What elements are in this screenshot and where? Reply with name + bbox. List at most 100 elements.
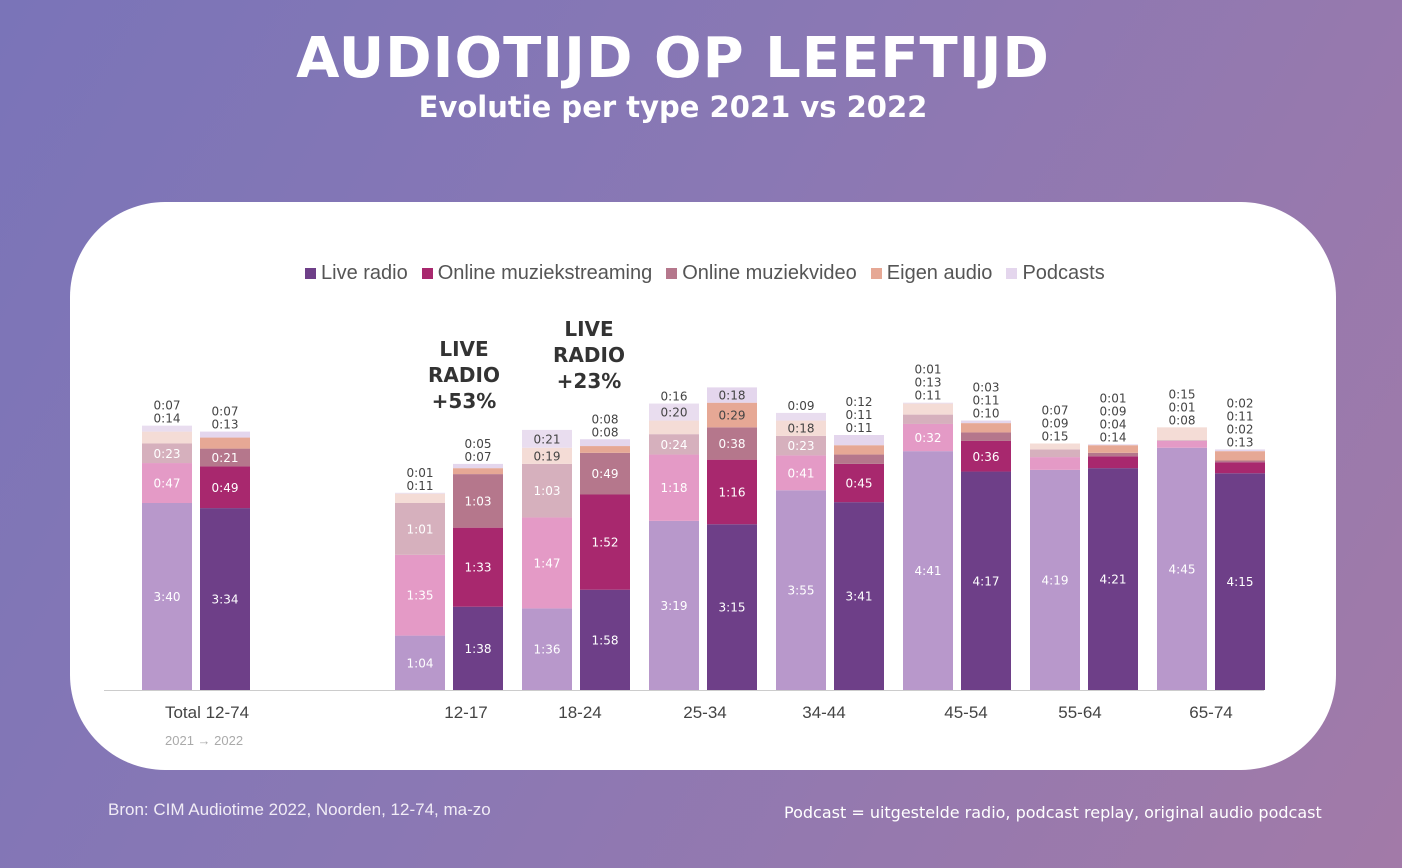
bar-segment	[580, 494, 630, 590]
bar-segment	[142, 425, 192, 432]
bar-segment	[395, 635, 445, 690]
legend-swatch	[870, 268, 882, 279]
annotation-line: LIVE RADIO	[428, 337, 500, 387]
bar-segment	[834, 463, 884, 503]
data-label: 0:01	[915, 363, 942, 377]
bar-segment	[649, 420, 699, 435]
data-label: 0:32	[915, 431, 942, 445]
data-label: 0:15	[1042, 430, 1069, 444]
bar-segment	[200, 431, 250, 438]
data-label: 0:02	[1227, 422, 1254, 436]
bar-segment	[522, 517, 572, 609]
bar-segment	[903, 451, 953, 690]
annotation-line: +23%	[556, 369, 622, 393]
bar-segment	[776, 490, 826, 690]
data-label: 0:03	[973, 381, 1000, 395]
bar-segment	[580, 452, 630, 495]
bar-segment	[200, 437, 250, 449]
bar-segment	[200, 448, 250, 467]
legend-label: Live radio	[321, 262, 408, 284]
data-label: 1:16	[719, 485, 746, 499]
legend-item: Online muziekstreaming	[421, 262, 652, 285]
data-label: 0:45	[846, 477, 873, 491]
page-title: AUDIOTIJD OP LEEFTIJD	[296, 26, 1050, 91]
data-label: 4:41	[915, 564, 942, 578]
bar-segment	[142, 503, 192, 690]
data-label: 0:49	[592, 467, 619, 481]
bar-segment	[776, 420, 826, 436]
bar-segment	[453, 463, 503, 469]
data-label: 0:49	[212, 481, 239, 495]
data-label: 0:16	[661, 390, 688, 404]
data-label: 0:07	[154, 399, 181, 413]
bar-segment	[776, 455, 826, 491]
bar-segment	[395, 492, 445, 494]
bar-segment	[961, 432, 1011, 441]
data-label: 0:29	[719, 409, 746, 423]
bar-segment	[1030, 457, 1080, 470]
legend-item: Online muziekvideo	[666, 262, 857, 285]
data-label: 1:38	[465, 642, 492, 656]
page-subtitle: Evolutie per type 2021 vs 2022	[418, 90, 928, 124]
bar-segment	[707, 402, 757, 428]
data-label: 4:19	[1042, 573, 1069, 587]
data-label: 0:08	[592, 412, 619, 426]
bar-segment	[1157, 440, 1207, 441]
data-label: 1:04	[407, 656, 434, 670]
bar-segment	[1215, 451, 1265, 461]
bar-segment	[580, 439, 630, 447]
data-label: 0:18	[719, 389, 746, 403]
bar-segment	[961, 440, 1011, 472]
x-tick-label: 65-74	[1189, 703, 1232, 722]
bar-segment	[707, 459, 757, 525]
data-label: 4:17	[973, 574, 1000, 588]
data-label: 1:18	[661, 481, 688, 495]
bar-segment	[453, 468, 503, 475]
annotation-line: LIVE RADIO	[553, 317, 625, 367]
bar-segment	[649, 520, 699, 690]
bar-segment	[200, 508, 250, 690]
bar-segment	[1215, 473, 1265, 690]
bar-segment	[776, 435, 826, 456]
data-label: 0:20	[661, 406, 688, 420]
bar-segment	[776, 412, 826, 421]
data-label: 0:11	[846, 421, 873, 435]
legend-swatch	[305, 268, 316, 279]
data-label: 0:13	[212, 418, 239, 432]
data-label: 3:15	[719, 601, 746, 615]
bar-segment	[961, 420, 1011, 424]
data-label: 4:15	[1227, 575, 1254, 589]
bar-segment	[903, 414, 953, 424]
bar-segment	[1030, 443, 1080, 450]
x-tick-label: 18-24	[558, 703, 601, 722]
bar-segment	[834, 502, 884, 690]
source-note: Bron: CIM Audiotime 2022, Noorden, 12-74…	[108, 800, 491, 819]
data-label: 0:24	[661, 438, 688, 452]
data-label: 0:13	[915, 376, 942, 390]
data-label: 0:47	[154, 477, 181, 491]
legend-label: Podcasts	[1022, 262, 1105, 284]
legend-swatch	[421, 268, 433, 279]
x-tick-label: 55-64	[1058, 703, 1101, 722]
bar-segment	[903, 402, 953, 404]
data-label: 1:52	[592, 536, 619, 550]
data-label: 0:08	[1169, 413, 1196, 427]
data-label: 1:03	[534, 484, 561, 498]
data-label: 0:36	[973, 450, 1000, 464]
bar-segment	[522, 447, 572, 464]
bar-segment	[1215, 449, 1265, 452]
data-label: 0:23	[154, 447, 181, 461]
bar-segment	[453, 527, 503, 607]
data-label: 0:04	[1100, 417, 1127, 431]
data-label: 3:55	[788, 584, 815, 598]
data-label: 3:41	[846, 590, 873, 604]
bar-segment	[903, 423, 953, 452]
x-tick-label: 45-54	[944, 703, 987, 722]
bar-segment	[707, 387, 757, 403]
bar-segment	[1088, 444, 1138, 446]
data-label: 0:09	[788, 399, 815, 413]
data-label: 1:03	[465, 494, 492, 508]
legend-swatch	[1006, 268, 1018, 279]
bar-segment	[395, 554, 445, 636]
